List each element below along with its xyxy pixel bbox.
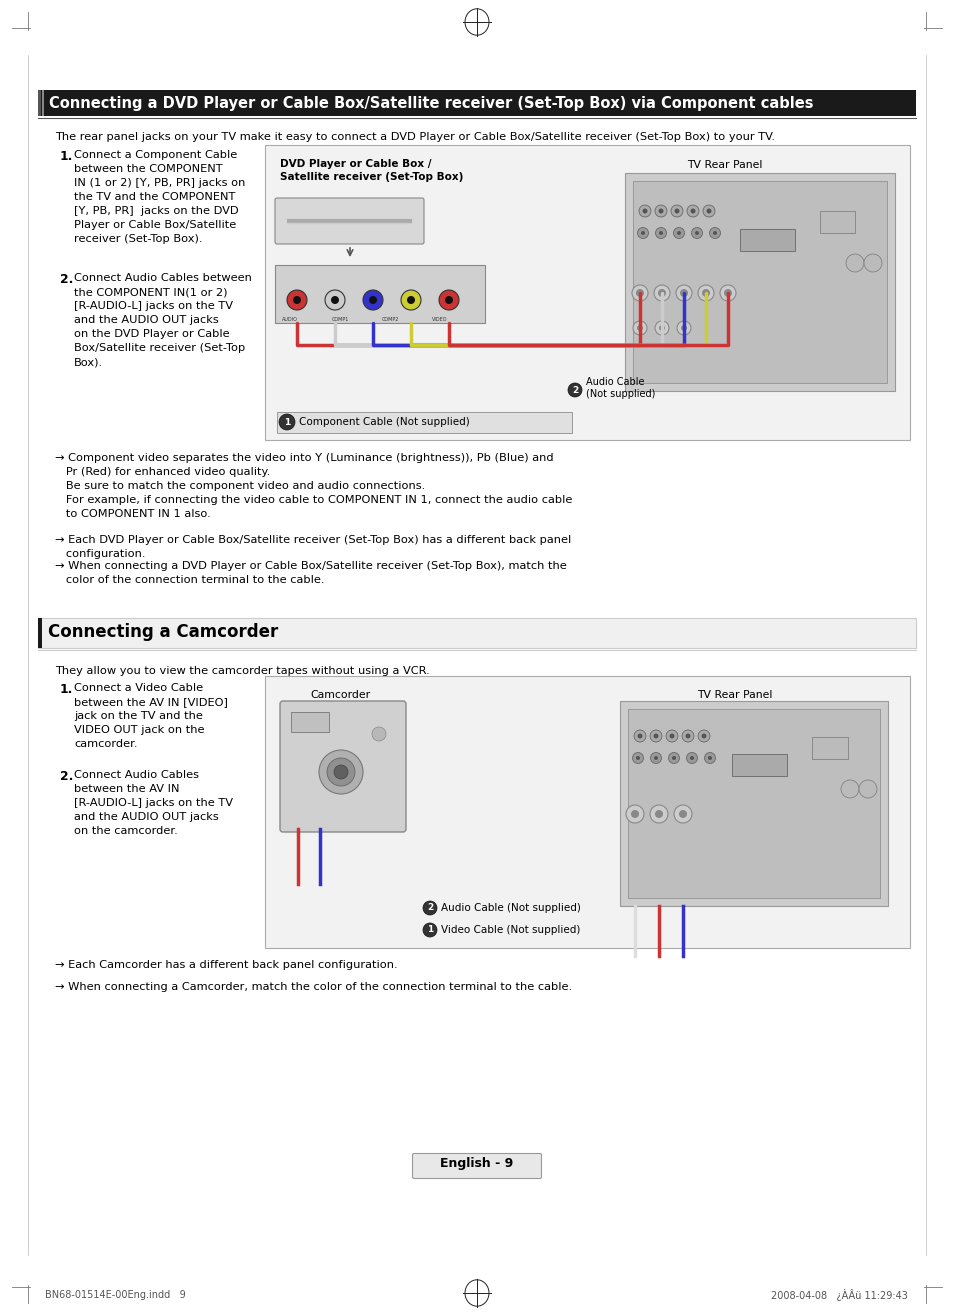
Circle shape [438, 291, 458, 310]
Circle shape [567, 383, 581, 397]
Circle shape [400, 291, 420, 310]
Circle shape [845, 254, 863, 272]
Text: → When connecting a Camcorder, match the color of the connection terminal to the: → When connecting a Camcorder, match the… [55, 982, 572, 992]
Text: 1: 1 [426, 926, 433, 935]
Circle shape [706, 209, 711, 213]
Circle shape [680, 325, 686, 331]
Bar [38, 618, 915, 648]
Circle shape [703, 752, 715, 764]
Circle shape [625, 805, 643, 823]
Bar [276, 412, 572, 433]
Circle shape [632, 752, 643, 764]
Circle shape [655, 227, 666, 238]
Circle shape [334, 765, 348, 778]
Bar [627, 709, 879, 898]
Circle shape [669, 734, 674, 739]
Text: Connecting a DVD Player or Cable Box/Satellite receiver (Set-Top Box) via Compon: Connecting a DVD Player or Cable Box/Sat… [49, 96, 813, 110]
Text: Component Cable (Not supplied): Component Cable (Not supplied) [298, 417, 469, 427]
Bar [291, 711, 329, 732]
Circle shape [690, 209, 695, 213]
Circle shape [686, 752, 697, 764]
Bar [624, 174, 894, 391]
Text: Camcorder: Camcorder [310, 690, 370, 700]
Text: English - 9: English - 9 [440, 1157, 513, 1170]
Circle shape [655, 810, 662, 818]
Circle shape [691, 227, 701, 238]
Circle shape [665, 730, 678, 742]
Circle shape [637, 734, 641, 739]
Bar [42, 89, 44, 116]
Circle shape [637, 325, 642, 331]
Circle shape [637, 227, 648, 238]
Text: AUDIO: AUDIO [282, 317, 297, 322]
Text: → When connecting a DVD Player or Cable Box/Satellite receiver (Set-Top Box), ma: → When connecting a DVD Player or Cable … [55, 562, 566, 585]
Circle shape [293, 296, 301, 304]
Text: They allow you to view the camcorder tapes without using a VCR.: They allow you to view the camcorder tap… [55, 665, 429, 676]
Text: Connect Audio Cables
between the AV IN
[R-AUDIO-L] jacks on the TV
and the AUDIO: Connect Audio Cables between the AV IN [… [74, 771, 233, 836]
Circle shape [679, 289, 687, 297]
Text: The rear panel jacks on your TV make it easy to connect a DVD Player or Cable Bo: The rear panel jacks on your TV make it … [55, 132, 774, 142]
Circle shape [674, 209, 679, 213]
Bar [265, 145, 909, 441]
Circle shape [685, 734, 690, 739]
Text: 1: 1 [284, 417, 290, 426]
Text: 2.: 2. [60, 771, 73, 782]
Text: 2.: 2. [60, 274, 73, 285]
Text: Audio Cable (Not supplied): Audio Cable (Not supplied) [440, 903, 580, 913]
Circle shape [698, 730, 709, 742]
Circle shape [631, 285, 647, 301]
Text: Connect a Component Cable
between the COMPONENT
IN (1 or 2) [Y, PB, PR] jacks on: Connect a Component Cable between the CO… [74, 150, 245, 245]
Bar [820, 210, 854, 233]
Text: Audio Cable
(Not supplied): Audio Cable (Not supplied) [585, 377, 655, 400]
Circle shape [640, 231, 644, 235]
Circle shape [681, 730, 693, 742]
Circle shape [639, 205, 650, 217]
Circle shape [654, 756, 658, 760]
Text: VIDEO: VIDEO [432, 317, 447, 322]
Circle shape [670, 205, 682, 217]
Circle shape [287, 291, 307, 310]
Text: Connect a Video Cable
between the AV IN [VIDEO]
jack on the TV and the
VIDEO OUT: Connect a Video Cable between the AV IN … [74, 682, 228, 750]
Circle shape [363, 291, 382, 310]
Circle shape [444, 296, 453, 304]
Bar [811, 736, 847, 759]
Circle shape [686, 205, 699, 217]
Bar [38, 618, 42, 648]
Circle shape [695, 231, 699, 235]
Circle shape [707, 756, 711, 760]
Circle shape [641, 209, 647, 213]
Circle shape [327, 757, 355, 786]
Text: Video Cable (Not supplied): Video Cable (Not supplied) [440, 924, 579, 935]
Text: 2: 2 [426, 903, 433, 913]
Text: Connecting a Camcorder: Connecting a Camcorder [48, 623, 278, 640]
Text: → Each DVD Player or Cable Box/Satellite receiver (Set-Top Box) has a different : → Each DVD Player or Cable Box/Satellite… [55, 535, 571, 559]
Text: COMP1: COMP1 [331, 317, 349, 322]
Circle shape [422, 901, 436, 915]
Text: Connect Audio Cables between
the COMPONENT IN(1 or 2)
[R-AUDIO-L] jacks on the T: Connect Audio Cables between the COMPONE… [74, 274, 252, 367]
Circle shape [331, 296, 338, 304]
Circle shape [649, 805, 667, 823]
Circle shape [633, 321, 646, 335]
Bar [38, 89, 915, 116]
FancyBboxPatch shape [280, 701, 406, 832]
Text: TV Rear Panel: TV Rear Panel [686, 160, 761, 170]
Bar [633, 181, 886, 383]
Circle shape [668, 752, 679, 764]
Bar [265, 676, 909, 948]
Circle shape [858, 780, 876, 798]
Circle shape [407, 296, 415, 304]
Circle shape [841, 780, 858, 798]
Circle shape [369, 296, 376, 304]
Bar [740, 229, 794, 251]
Circle shape [649, 730, 661, 742]
Circle shape [677, 231, 680, 235]
Text: → Each Camcorder has a different back panel configuration.: → Each Camcorder has a different back pa… [55, 960, 397, 970]
Circle shape [659, 325, 664, 331]
Circle shape [658, 289, 665, 297]
Circle shape [658, 209, 662, 213]
Circle shape [318, 750, 363, 794]
Circle shape [723, 289, 731, 297]
Circle shape [655, 205, 666, 217]
Circle shape [673, 805, 691, 823]
Circle shape [654, 285, 669, 301]
